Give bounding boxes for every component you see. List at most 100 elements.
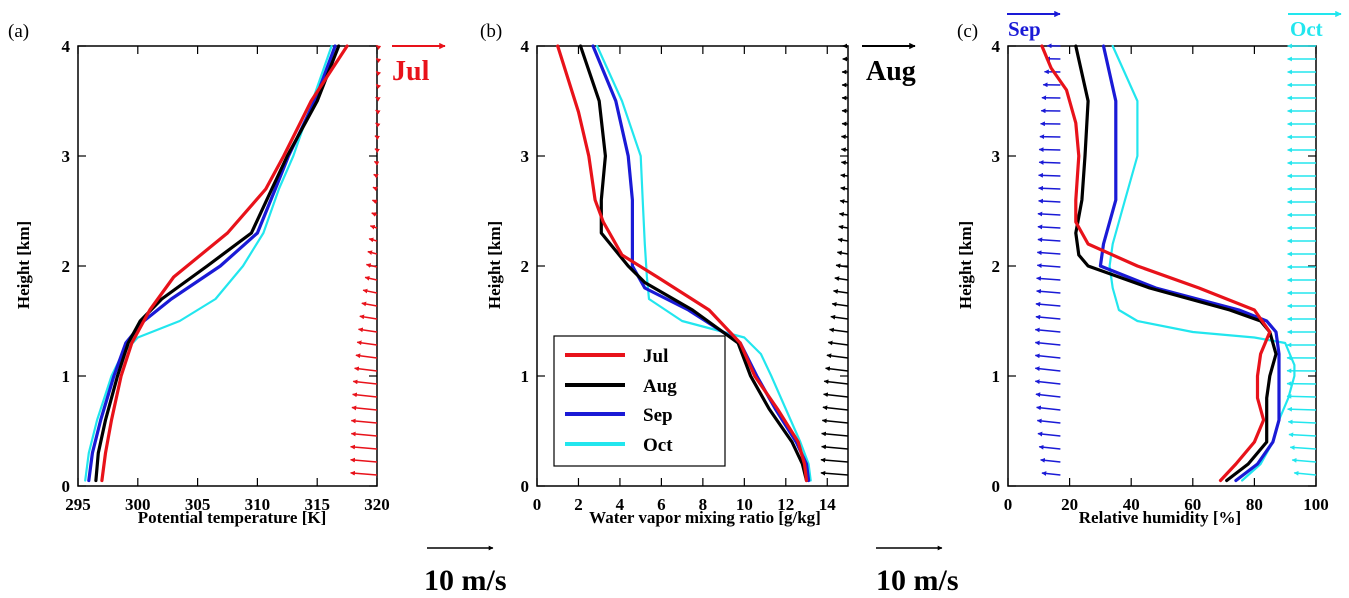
wind-vector-a-jul-6 — [352, 392, 378, 398]
panel-c-xtick-label: 40 — [1123, 495, 1140, 514]
wind-vector-b-aug-3 — [821, 431, 849, 437]
panel-c-line-aug — [1074, 44, 1278, 483]
panel-b-xtick-label: 6 — [657, 495, 666, 514]
wind-vector-b-aug-13 — [831, 302, 849, 307]
wind-vector-a-jul-31 — [375, 70, 382, 77]
legend-label-aug: Aug — [643, 376, 677, 397]
wind-vector-c-sep-25 — [1038, 147, 1061, 153]
panel-a-xtick-label: 300 — [125, 495, 151, 514]
panel-b-xtick-label: 14 — [819, 495, 837, 514]
panel-b-xtick-label: 10 — [736, 495, 753, 514]
panel-a-tag: (a) — [8, 21, 29, 42]
wind-vector-b-aug-6 — [823, 392, 849, 398]
wind-vector-b-aug-21 — [839, 199, 849, 204]
panel-c-ytick-label: 1 — [992, 367, 1001, 386]
wind-scale-label-2: 10 m/s — [876, 564, 959, 597]
wind-vector-a-jul-2 — [350, 444, 378, 450]
wind-vector-a-jul-27 — [375, 122, 381, 128]
wind-vector-a-jul-29 — [375, 96, 381, 102]
wind-vector-c-sep-15 — [1036, 276, 1061, 281]
wind-vector-c-sep-20 — [1037, 211, 1061, 217]
wind-vector-c-sep-22 — [1038, 185, 1061, 191]
wind-vector-a-jul-10 — [356, 340, 378, 346]
wind-vector-c-sep-21 — [1038, 198, 1061, 204]
panel-b-line-jul — [556, 44, 809, 483]
wind-vector-c-oct-6 — [1286, 394, 1317, 399]
wind-vector-c-oct-5 — [1287, 406, 1317, 412]
wind-vector-c-sep-7 — [1034, 379, 1061, 385]
wind-vector-a-jul-0 — [350, 470, 378, 476]
wind-vector-a-jul-1 — [350, 457, 378, 463]
wind-vector-c-sep-11 — [1034, 327, 1061, 333]
panel-c-line-sep — [1098, 44, 1281, 483]
wind-vector-c-sep-14 — [1036, 288, 1061, 294]
panel-a-frame — [77, 45, 378, 487]
wind-vector-a-jul-13 — [361, 301, 378, 307]
wind-vector-c-sep-4 — [1036, 418, 1061, 424]
wind-vector-c-sep-1 — [1040, 457, 1061, 463]
wind-vector-c-sep-9 — [1034, 353, 1061, 359]
panel-c-xtick-label: 20 — [1061, 495, 1078, 514]
wind-vector-c-sep-19 — [1037, 224, 1061, 230]
oct-profile-label: Oct — [1290, 17, 1323, 41]
panel-a-ylabel: Height [km] — [14, 221, 33, 309]
panel-c-xtick-label: 100 — [1303, 495, 1329, 514]
wind-vector-b-aug-8 — [825, 366, 849, 372]
panel-c-xtick-label: 0 — [1004, 495, 1013, 514]
wind-vector-b-aug-15 — [834, 276, 849, 282]
panel-b-line-oct — [595, 44, 812, 482]
wind-vector-c-sep-0 — [1041, 471, 1061, 476]
panel-a-ytick-label: 0 — [62, 477, 71, 496]
wind-vector-a-jul-25 — [374, 148, 380, 154]
panel-b-ytick-label: 2 — [521, 257, 530, 276]
wind-vector-c-sep-24 — [1038, 160, 1061, 165]
wind-vector-b-aug-25 — [840, 147, 849, 153]
panel-a-xtick-label: 320 — [364, 495, 390, 514]
wind-vector-a-jul-17 — [367, 250, 378, 256]
wind-vector-c-sep-10 — [1034, 340, 1061, 346]
wind-vector-c-sep-3 — [1037, 431, 1061, 437]
wind-vector-c-oct-3 — [1288, 432, 1317, 438]
panel-c-ytick-label: 0 — [992, 477, 1001, 496]
sep-profile-label: Sep — [1008, 17, 1041, 41]
panel-c-ytick-label: 4 — [992, 37, 1001, 56]
wind-vector-a-jul-3 — [350, 431, 378, 437]
wind-vector-b-aug-18 — [837, 237, 849, 243]
panel-b-ytick-label: 0 — [521, 477, 530, 496]
wind-vector-a-jul-7 — [352, 379, 378, 385]
panel-c-xtick-label: 60 — [1184, 495, 1201, 514]
wind-vector-c-sep-6 — [1035, 392, 1061, 398]
panel-b-ytick-label: 1 — [521, 367, 530, 386]
wind-vector-a-jul-26 — [374, 135, 380, 141]
wind-vector-c-sep-16 — [1036, 263, 1061, 269]
panel-c-xtick-label: 80 — [1246, 495, 1263, 514]
wind-vector-b-aug-0 — [820, 470, 849, 476]
wind-vector-b-aug-24 — [840, 160, 849, 166]
panel-a-xtick-label: 305 — [185, 495, 211, 514]
wind-vector-c-sep-8 — [1034, 366, 1061, 372]
panel-a-xlabel: Potential temperature [K] — [138, 508, 327, 527]
legend-label-sep: Sep — [643, 405, 673, 426]
wind-vector-a-jul-32 — [375, 57, 382, 63]
panel-c-xlabel: Relative humidity [%] — [1079, 508, 1241, 527]
legend-label-jul: Jul — [643, 346, 668, 367]
panel-b-xtick-label: 2 — [574, 495, 583, 514]
panel-c-ylabel: Height [km] — [956, 221, 975, 309]
wind-vector-b-aug-2 — [821, 444, 849, 450]
wind-vector-c-sep-13 — [1035, 301, 1061, 307]
wind-vector-c-oct-4 — [1287, 419, 1317, 425]
wind-vector-b-aug-20 — [838, 211, 849, 217]
wind-vector-b-aug-11 — [829, 327, 849, 333]
panel-a-ytick-label: 4 — [62, 37, 71, 56]
wind-vector-b-aug-4 — [821, 418, 849, 424]
wind-vector-b-aug-9 — [826, 353, 849, 359]
panel-b-xtick-label: 0 — [533, 495, 542, 514]
wind-vector-a-jul-11 — [358, 327, 378, 333]
panel-b-xlabel: Water vapor mixing ratio [g/kg] — [589, 508, 821, 527]
panel-c-tag: (c) — [957, 21, 978, 42]
wind-vector-b-aug-23 — [840, 173, 849, 179]
wind-vector-a-jul-23 — [373, 173, 379, 179]
panel-b-ylabel: Height [km] — [485, 221, 504, 309]
wind-scale-label-1: 10 m/s — [424, 564, 507, 597]
